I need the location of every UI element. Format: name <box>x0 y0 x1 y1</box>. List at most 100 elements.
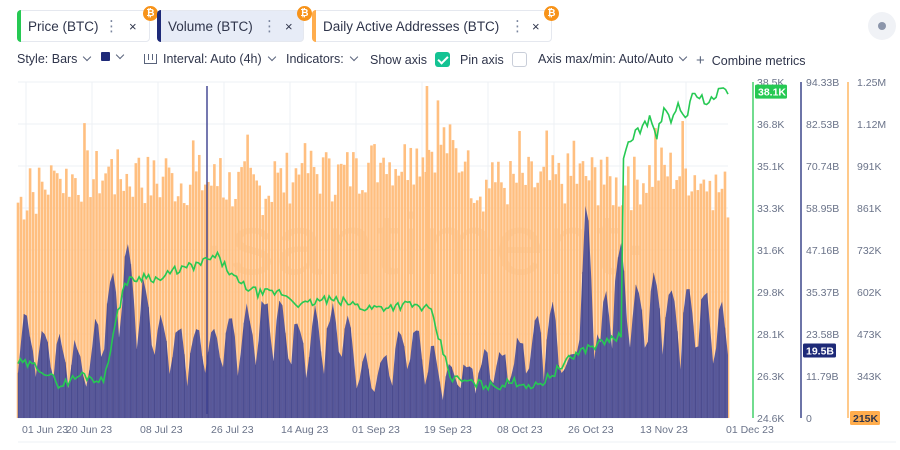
more-menu-icon[interactable]: ⋮ <box>262 18 277 35</box>
daa-bar <box>291 182 295 418</box>
daa-bar <box>231 206 234 418</box>
daa-bar <box>578 163 582 418</box>
show-axis-checkbox[interactable] <box>434 52 450 67</box>
price-axis-tick: 28.1K <box>757 329 784 341</box>
daa-bar <box>43 189 47 418</box>
interval-dropdown[interactable]: Interval: Auto (4h) <box>144 52 276 66</box>
date-label: 01 Sep 23 <box>352 424 400 436</box>
daa-bar <box>55 173 59 418</box>
price-axis-tick: 36.8K <box>757 119 784 131</box>
daa-axis-tick: 343K <box>857 371 882 383</box>
daa-color-bar <box>312 10 316 42</box>
color-swatch <box>101 52 110 61</box>
indicators-dropdown[interactable]: Indicators: <box>286 52 358 66</box>
daa-bar <box>699 183 703 418</box>
style-dropdown[interactable]: Style: Bars <box>17 52 92 66</box>
daa-bar <box>675 180 678 418</box>
pin-axis-toggle[interactable]: Pin axis <box>460 52 527 67</box>
close-icon[interactable]: × <box>129 19 137 34</box>
date-label: 01 Dec 23 <box>726 424 774 436</box>
daa-bar <box>361 190 364 418</box>
daa-bar <box>19 196 23 418</box>
chevron-down-icon <box>115 50 125 59</box>
date-label: 08 Oct 23 <box>497 424 543 436</box>
daa-bar <box>309 150 313 418</box>
price-axis-tick: 24.6K <box>757 413 784 425</box>
daa-current-badge-bg <box>850 411 880 425</box>
daa-bar <box>179 183 183 418</box>
daa-bar <box>560 183 564 418</box>
daa-bar <box>542 166 546 418</box>
price-line <box>17 87 729 392</box>
daa-bar <box>219 158 222 418</box>
daa-bar <box>240 167 243 418</box>
daa-bar <box>723 171 727 418</box>
chart-area[interactable]: ·santiment· 38.5K36.8K35.1K33.3K31.6K29.… <box>0 74 900 450</box>
chevron-down-icon <box>267 52 276 62</box>
more-menu-icon[interactable]: ⋮ <box>104 18 119 35</box>
daa-bar <box>669 152 672 418</box>
volume-current-badge-text: 19.5B <box>806 346 834 358</box>
daa-bar <box>222 197 225 418</box>
daa-bar <box>324 152 328 419</box>
daa-bar <box>49 165 53 418</box>
daa-axis-tick: 1.12M <box>857 119 886 131</box>
daa-bar <box>569 175 573 418</box>
daa-bar <box>355 158 358 418</box>
date-label: 13 Nov 23 <box>640 424 688 436</box>
metric-tab-volume[interactable]: Volume (BTC) ⋮ × ₿ <box>157 6 312 42</box>
daa-bar <box>563 203 567 418</box>
daa-bar <box>500 182 503 418</box>
daa-bar <box>98 193 101 418</box>
daa-bar <box>409 147 413 418</box>
combine-metrics-button[interactable]: + Combine metrics <box>696 52 806 69</box>
daa-axis-tick: 473K <box>857 329 882 341</box>
record-dot-icon <box>878 22 886 30</box>
daa-bar <box>466 150 470 418</box>
daa-bar <box>457 172 461 418</box>
daa-bar <box>346 152 349 418</box>
daa-bar <box>213 164 216 418</box>
metric-tab-price[interactable]: Price (BTC) ⋮ × ₿ <box>17 6 158 42</box>
bitcoin-badge-icon: ₿ <box>297 6 312 21</box>
axis-minmax-dropdown[interactable]: Axis max/min: Auto/Auto <box>538 52 688 66</box>
metric-label-volume: Volume (BTC) <box>168 18 253 34</box>
daa-bar <box>554 174 558 418</box>
more-menu-icon[interactable]: ⋮ <box>510 18 525 35</box>
daa-bar <box>107 166 110 418</box>
daa-bar <box>367 162 370 418</box>
metric-tab-daily-active-addresses[interactable]: Daily Active Addresses (BTC) ⋮ × ₿ <box>312 6 559 42</box>
close-icon[interactable]: × <box>285 19 293 34</box>
daa-bar <box>590 157 594 418</box>
interval-label: Interval: Auto (4h) <box>163 52 262 66</box>
daa-bar <box>25 210 29 418</box>
daa-bar <box>158 197 162 418</box>
daa-bar <box>149 195 153 418</box>
daa-bar <box>551 155 555 418</box>
daa-bar <box>161 176 165 418</box>
daa-bar <box>708 180 712 418</box>
volume-area-fill <box>18 205 728 418</box>
daa-bar <box>191 140 195 418</box>
show-axis-toggle[interactable]: Show axis <box>370 52 450 67</box>
daa-bar <box>545 130 549 418</box>
combine-metrics-label: Combine metrics <box>711 53 806 68</box>
daa-bar <box>306 173 310 418</box>
pin-axis-checkbox[interactable] <box>511 52 527 67</box>
daa-bar <box>660 147 663 418</box>
daa-bar <box>575 183 579 418</box>
chart-settings-button[interactable] <box>868 12 896 40</box>
interval-icon <box>144 54 157 64</box>
volume-current-badge-bg <box>803 343 836 358</box>
daa-bar <box>273 161 277 419</box>
daa-bar <box>527 156 530 418</box>
volume-current-badge: 19.5B <box>803 343 836 358</box>
daa-bar <box>693 175 697 418</box>
color-picker[interactable] <box>101 50 125 61</box>
daa-bar <box>521 172 524 418</box>
close-icon[interactable]: × <box>532 19 540 34</box>
daa-bar <box>445 153 449 418</box>
daa-bar <box>509 161 512 418</box>
daa-bar <box>503 187 506 418</box>
daa-bar <box>633 156 636 418</box>
